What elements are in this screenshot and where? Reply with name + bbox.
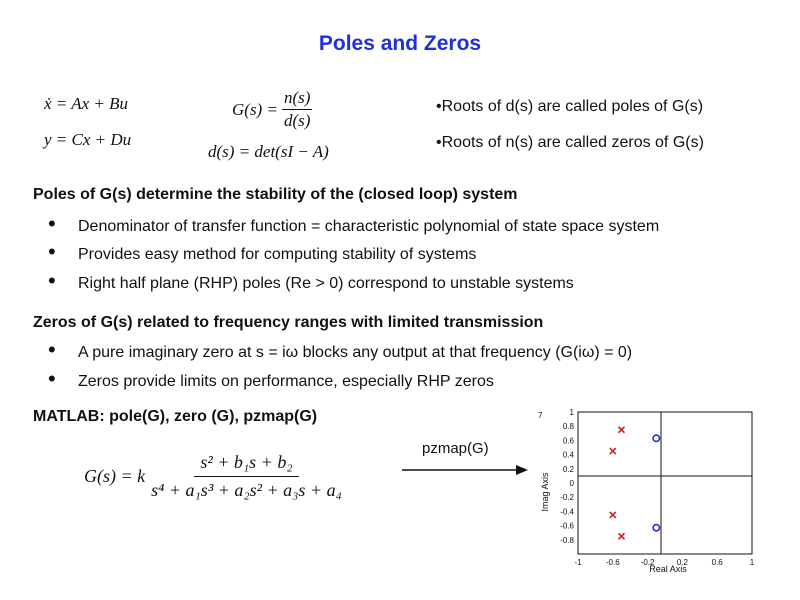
pzmap-plot: 7 10.80.60.40.20-0.2-0.4-0.6-0.8 -1 -0.6-… — [538, 408, 755, 574]
matlab-commands: MATLAB: pole(G), zero (G), pzmap(G) — [33, 408, 318, 425]
zeros-section-heading: Zeros of G(s) related to frequency range… — [33, 314, 544, 331]
y-axis-label: Imag Axis — [540, 472, 550, 512]
list-item-text: A pure imaginary zero at s = iω blocks a… — [78, 344, 633, 361]
transfer-function-definition: G(s) = n(s) d(s) — [232, 88, 313, 130]
y-tick-labels: 1 0.8 0.6 0.4 0.2 0 -0.2 -0.4 -0.6 -0.8 — [560, 408, 574, 545]
state-equation: ẋ = Ax + Bu — [44, 94, 128, 113]
x-tick-label: 1 — [750, 558, 755, 567]
pole-marker — [609, 511, 617, 519]
list-item-text: Provides easy method for computing stabi… — [78, 246, 477, 263]
list-item-text: Zeros provide limits on performance, esp… — [78, 373, 494, 390]
x-tick-label: 0.6 — [712, 558, 724, 567]
arrow-label: pzmap(G) — [422, 440, 489, 457]
x-tick-label: -0.2 — [641, 558, 655, 567]
y-tick-label: 0.6 — [563, 436, 575, 445]
y-tick-label: -0.8 — [560, 536, 574, 545]
characteristic-polynomial: d(s) = det(sI − A) — [208, 142, 329, 161]
list-item: • — [48, 268, 56, 293]
corner-label: 7 — [538, 411, 543, 420]
poles-section-heading: Poles of G(s) determine the stability of… — [33, 186, 518, 203]
pole-marker — [617, 426, 626, 434]
list-item: • — [48, 239, 56, 264]
bullet-zeros-definition: •Roots of n(s) are called zeros of G(s) — [436, 134, 704, 151]
output-equation: y = Cx + Du — [44, 130, 132, 149]
y-tick-label: 0 — [570, 479, 575, 488]
y-tick-label: 0.2 — [563, 465, 575, 474]
pole-marker — [617, 532, 626, 540]
zero-marker — [652, 523, 661, 532]
plot-frame — [577, 411, 753, 555]
list-item-text: Denominator of transfer function = chara… — [78, 218, 660, 235]
y-tick-label: 1 — [570, 408, 575, 417]
y-tick-label: 0.8 — [563, 422, 575, 431]
x-axis-label: Real Axis — [649, 564, 687, 574]
y-tick-label: -0.2 — [560, 493, 574, 502]
x-tick-label: 0.2 — [677, 558, 689, 567]
right-arrow-icon — [402, 465, 528, 475]
pole-marker — [609, 447, 617, 455]
y-tick-label: -0.4 — [560, 507, 574, 516]
y-tick-label: 0.4 — [563, 451, 575, 460]
slide-title: Poles and Zeros — [318, 32, 482, 55]
x-tick-label: -0.6 — [606, 558, 620, 567]
transfer-function-fraction: s² + b₁s + b₂ s⁴ + a₁s³ + a₂s² + a₃s + a… — [151, 452, 342, 500]
x-tick-labels: -1 -0.6 -0.2 0.2 0.6 1 — [574, 558, 754, 567]
y-tick-label: -0.6 — [560, 522, 574, 531]
g-fraction: n(s) d(s) — [281, 88, 313, 130]
list-item: • — [48, 337, 56, 362]
list-item: • — [48, 366, 56, 391]
list-item-text: Right half plane (RHP) poles (Re > 0) co… — [78, 275, 574, 292]
zero-marker — [652, 434, 661, 443]
pz-marks — [609, 426, 661, 540]
x-tick-label: -1 — [574, 558, 582, 567]
list-item: • — [48, 211, 56, 236]
transfer-function-general: G(s) = k s² + b₁s + b₂ s⁴ + a₁s³ + a₂s² … — [84, 452, 348, 501]
bullet-poles-definition: •Roots of d(s) are called poles of G(s) — [436, 98, 704, 115]
